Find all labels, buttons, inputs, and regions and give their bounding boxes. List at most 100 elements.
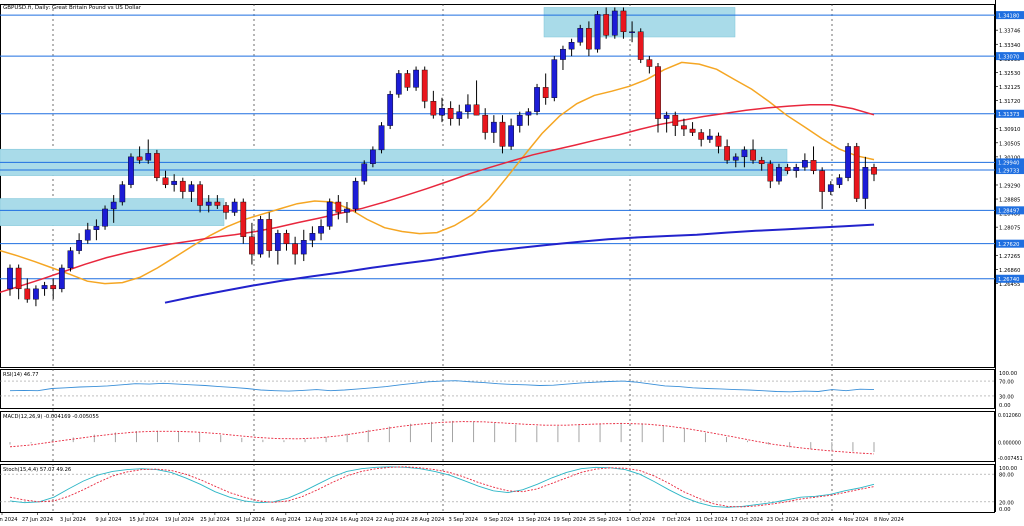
bullish-candle-body bbox=[257, 219, 264, 255]
bullish-candle-body bbox=[577, 28, 584, 43]
bullish-candle-body bbox=[309, 233, 316, 241]
candle bbox=[205, 195, 212, 213]
bullish-candle-body bbox=[231, 201, 238, 213]
bearish-candle-body bbox=[603, 14, 610, 36]
bearish-candle-body bbox=[292, 243, 298, 255]
candle bbox=[827, 181, 834, 196]
candle bbox=[629, 21, 635, 43]
price-tick-label: 1.33340 bbox=[999, 43, 1020, 49]
candle bbox=[309, 226, 316, 248]
candle bbox=[577, 24, 584, 46]
price-tick-label: 1.30910 bbox=[999, 127, 1020, 133]
candle bbox=[145, 139, 152, 164]
bullish-candle-body bbox=[318, 226, 324, 234]
bearish-candle-body bbox=[404, 73, 411, 88]
bearish-candle-body bbox=[715, 135, 722, 147]
bullish-candle-body bbox=[741, 149, 748, 158]
macd-tick-label: 0.012060 bbox=[998, 413, 1021, 419]
bullish-candle-body bbox=[706, 135, 713, 140]
price-level-label-box bbox=[996, 274, 1024, 283]
bearish-candle-body bbox=[24, 288, 31, 300]
candle bbox=[447, 101, 454, 126]
time-tick-label: 22 Aug 2024 bbox=[376, 517, 410, 523]
bullish-candle-body bbox=[534, 87, 540, 112]
candle bbox=[395, 70, 402, 98]
candle bbox=[421, 66, 428, 109]
candle bbox=[525, 108, 532, 126]
price-tick-label: 1.28480 bbox=[999, 212, 1020, 218]
bearish-candle-body bbox=[447, 108, 454, 119]
bearish-candle-body bbox=[542, 87, 549, 98]
bullish-candle-body bbox=[33, 288, 39, 300]
candle bbox=[102, 205, 108, 230]
macd-label: MACD(12,26,9) -0.004169 -0.005055 bbox=[3, 414, 99, 420]
bearish-candle-body bbox=[810, 160, 817, 171]
bullish-candle-body bbox=[370, 149, 376, 164]
bullish-candle-body bbox=[568, 42, 575, 50]
bullish-candle-body bbox=[611, 10, 618, 36]
time-tick-label: 7 Oct 2024 bbox=[662, 517, 691, 523]
time-tick-label: 21 Jun 2024 bbox=[0, 517, 18, 523]
stoch-label: Stoch(15,4,4) 57.07 49.26 bbox=[3, 467, 71, 473]
bearish-candle-body bbox=[672, 114, 679, 126]
bullish-candle-body bbox=[793, 167, 800, 171]
time-tick-label: 4 Nov 2024 bbox=[839, 517, 870, 523]
bullish-candle-body bbox=[128, 156, 134, 185]
bearish-candle-body bbox=[784, 167, 791, 171]
stoch-tick-label: 100.00 bbox=[999, 466, 1017, 472]
price-tick-label: 1.32125 bbox=[999, 85, 1020, 91]
candle bbox=[698, 129, 705, 147]
bearish-candle-body bbox=[689, 128, 696, 133]
candle bbox=[274, 229, 281, 265]
candle bbox=[292, 236, 298, 265]
bullish-candle-body bbox=[413, 69, 419, 88]
time-tick-label: 11 Oct 2024 bbox=[696, 517, 729, 523]
bearish-candle-body bbox=[853, 146, 860, 199]
bearish-candle-body bbox=[620, 10, 627, 32]
bullish-candle-body bbox=[551, 59, 558, 98]
price-level-label: 1.27620 bbox=[998, 242, 1019, 248]
bullish-candle-body bbox=[802, 160, 808, 168]
bullish-candle-body bbox=[378, 125, 385, 151]
bullish-candle-body bbox=[110, 201, 117, 210]
candle bbox=[862, 156, 869, 209]
time-tick-label: 25 Jul 2024 bbox=[200, 517, 230, 523]
time-tick-label: 8 Nov 2024 bbox=[874, 517, 905, 523]
candle bbox=[404, 70, 411, 91]
price-axis-background bbox=[995, 0, 1024, 526]
candle bbox=[568, 38, 575, 57]
rsi-tick-label: 30.00 bbox=[999, 394, 1014, 400]
stoch-tick-label: 0.00 bbox=[999, 507, 1011, 513]
candle bbox=[845, 142, 851, 182]
macd-tick-label: 0.000000 bbox=[998, 441, 1021, 447]
bullish-candle-body bbox=[827, 184, 834, 192]
panel-frame bbox=[0, 411, 995, 462]
candle bbox=[41, 281, 48, 296]
bearish-candle-body bbox=[283, 233, 290, 244]
candle bbox=[586, 21, 592, 57]
bearish-candle-body bbox=[421, 69, 428, 102]
candle bbox=[223, 202, 229, 220]
candle bbox=[162, 170, 169, 189]
candle bbox=[560, 45, 566, 70]
candle bbox=[611, 7, 618, 39]
bearish-candle-body bbox=[482, 114, 489, 133]
bullish-candle-body bbox=[300, 240, 307, 255]
bullish-candle-body bbox=[326, 201, 333, 227]
candle bbox=[15, 264, 22, 300]
bearish-candle-body bbox=[15, 267, 22, 290]
candle bbox=[706, 129, 713, 143]
bullish-candle-body bbox=[102, 208, 108, 227]
candle bbox=[84, 222, 91, 244]
price-level-label: 1.34180 bbox=[998, 13, 1019, 19]
bullish-candle-body bbox=[776, 167, 782, 182]
candle bbox=[197, 181, 203, 213]
bullish-candle-body bbox=[274, 233, 281, 251]
candle bbox=[430, 90, 437, 119]
candle bbox=[750, 139, 756, 164]
candle bbox=[853, 142, 860, 202]
price-tick-label: 1.26455 bbox=[999, 282, 1020, 288]
candle bbox=[119, 181, 126, 206]
